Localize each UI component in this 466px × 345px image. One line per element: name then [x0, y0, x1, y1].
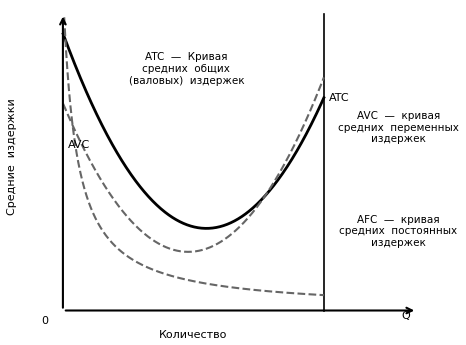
Text: ATC  —  Кривая
средних  общих
(валовых)  издержек: ATC — Кривая средних общих (валовых) изд… [129, 52, 244, 86]
Text: Q: Q [401, 311, 410, 321]
Text: AVC  —  кривая
средних  переменных
издержек: AVC — кривая средних переменных издержек [338, 111, 459, 144]
Text: ATC: ATC [329, 93, 349, 103]
Text: Средние  издержки: Средние издержки [7, 99, 17, 215]
Text: AVC: AVC [68, 140, 90, 150]
Text: 0: 0 [41, 316, 48, 326]
Text: AFC  —  кривая
средних  постоянных
издержек: AFC — кривая средних постоянных издержек [339, 215, 458, 248]
Text: Количество: Количество [159, 330, 227, 339]
